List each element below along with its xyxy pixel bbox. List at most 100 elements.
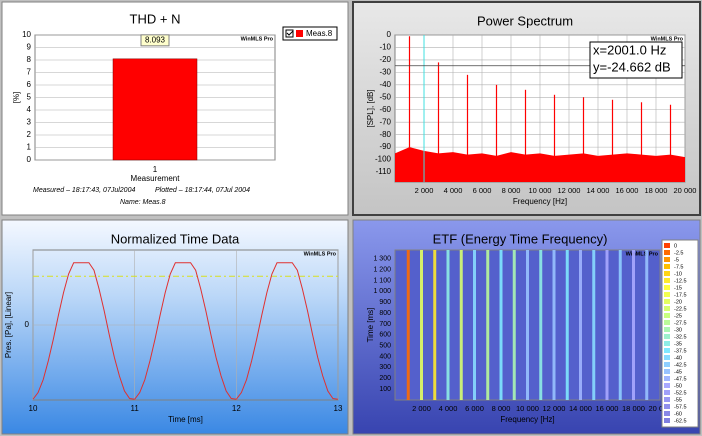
- watermark: WinMLS Pro: [304, 251, 337, 257]
- colorbar-label: -15: [674, 285, 682, 291]
- colorbar-swatch: [664, 397, 670, 402]
- y-tick-label: 6: [27, 80, 32, 89]
- colorbar-swatch: [664, 257, 670, 262]
- colorbar-swatch: [664, 341, 670, 346]
- x-tick-label: 10 000: [516, 404, 539, 413]
- colorbar-swatch: [664, 292, 670, 297]
- colorbar-swatch: [664, 355, 670, 360]
- colorbar-label: -30: [674, 327, 682, 333]
- y-tick-label: 500: [379, 342, 391, 349]
- x-tick-label: 16 000: [596, 404, 619, 413]
- colorbar-swatch: [664, 348, 670, 353]
- etf-streak: [592, 250, 596, 400]
- x-tick-label: 12 000: [558, 186, 581, 195]
- colorbar-label: -17.5: [674, 292, 687, 298]
- watermark: WinMLS Pro: [626, 251, 659, 257]
- colorbar-label: -45: [674, 369, 682, 375]
- colorbar-label: 0: [674, 243, 677, 249]
- colorbar-label: -42.5: [674, 362, 687, 368]
- etf-streak: [486, 250, 490, 400]
- legend-label: Meas.8: [306, 29, 333, 38]
- x-tick-label: 10 000: [529, 186, 552, 195]
- x-tick-label: 13: [334, 404, 343, 413]
- colorbar-swatch: [664, 404, 670, 409]
- y-tick-label: 1 300: [373, 256, 391, 263]
- x-tick-label: 6 000: [473, 186, 492, 195]
- x-tick-label: 14 000: [587, 186, 610, 195]
- colorbar-swatch: [664, 313, 670, 318]
- y-tick-label: -80: [379, 130, 391, 139]
- y-tick-label: 3: [27, 118, 32, 127]
- watermark: WinMLS Pro: [241, 36, 274, 42]
- legend-swatch: [296, 30, 303, 37]
- y-tick-label: 1 200: [373, 266, 391, 273]
- footer-text: Plotted – 18:17:44, 07Jul 2004: [155, 187, 250, 194]
- colorbar-swatch: [664, 264, 670, 269]
- panel: [1, 219, 349, 435]
- time-curve: [32, 262, 339, 400]
- colorbar-label: -57.5: [674, 404, 687, 410]
- x-tick-label: 20 000: [649, 404, 672, 413]
- y-tick-label: -90: [379, 142, 391, 151]
- chart-title: ETF (Energy Time Frequency): [433, 231, 608, 246]
- colorbar-label: -32.5: [674, 334, 687, 340]
- colorbar-swatch: [664, 376, 670, 381]
- colorbar-swatch: [664, 320, 670, 325]
- y-tick-label: 700: [379, 321, 391, 328]
- noise-floor: [395, 147, 685, 182]
- etf-streak: [605, 250, 609, 400]
- colorbar-swatch: [664, 418, 670, 423]
- x-axis-label: Frequency [Hz]: [513, 197, 567, 206]
- y-tick-label: 1 000: [373, 288, 391, 295]
- colorbar-label: -2.5: [674, 250, 683, 256]
- y-tick-label: 7: [27, 68, 32, 77]
- y-tick-label: 0: [25, 320, 30, 329]
- y-tick-label: 1: [27, 143, 32, 152]
- colorbar-swatch: [664, 383, 670, 388]
- etf-streak: [618, 250, 622, 400]
- colorbar-label: -52.5: [674, 390, 687, 396]
- y-tick-label: 0: [387, 30, 392, 39]
- x-tick-label: 14 000: [569, 404, 592, 413]
- x-tick-label: 20 000: [674, 186, 697, 195]
- colorbar-label: -22.5: [674, 306, 687, 312]
- y-tick-label: -100: [375, 155, 392, 164]
- y-tick-label: 5: [27, 93, 32, 102]
- colorbar-swatch: [664, 334, 670, 339]
- colorbar-label: -12.5: [674, 278, 687, 284]
- x-tick-label: 1: [153, 165, 158, 174]
- colorbar-swatch: [664, 362, 670, 367]
- colorbar-swatch: [664, 243, 670, 248]
- cursor-label: x=2001.0 Hz: [593, 42, 666, 57]
- colorbar-swatch: [664, 271, 670, 276]
- colorbar-label: -10: [674, 271, 682, 277]
- y-tick-label: -40: [379, 80, 391, 89]
- etf-streak: [499, 250, 503, 400]
- y-tick-label: 1 100: [373, 277, 391, 284]
- x-tick-label: 12 000: [543, 404, 566, 413]
- colorbar-label: -62.5: [674, 418, 687, 424]
- colorbar-label: -55: [674, 397, 682, 403]
- cursor-readout: [589, 41, 683, 79]
- x-tick-label: 8 000: [492, 404, 511, 413]
- chart-title: THD + N: [130, 11, 181, 26]
- etf-streak: [645, 250, 649, 400]
- legend-checkbox[interactable]: [285, 29, 294, 38]
- y-tick-label: 4: [27, 105, 32, 114]
- chart-title: Power Spectrum: [477, 13, 573, 28]
- y-tick-label: 200: [379, 375, 391, 382]
- etf-streak: [632, 250, 635, 400]
- x-tick-label: 18 000: [645, 186, 668, 195]
- x-tick-label: 6 000: [465, 404, 484, 413]
- etf-streak: [420, 250, 423, 400]
- value-label-box: [140, 34, 170, 47]
- colorbar-label: -25: [674, 313, 682, 319]
- cursor-label: y=-24.662 dB: [593, 59, 671, 74]
- x-tick-label: 16 000: [616, 186, 639, 195]
- y-axis-label: [%]: [12, 92, 21, 104]
- colorbar-swatch: [664, 306, 670, 311]
- x-tick-label: 2 000: [412, 404, 431, 413]
- y-tick-label: 900: [379, 299, 391, 306]
- y-tick-label: 8: [27, 55, 32, 64]
